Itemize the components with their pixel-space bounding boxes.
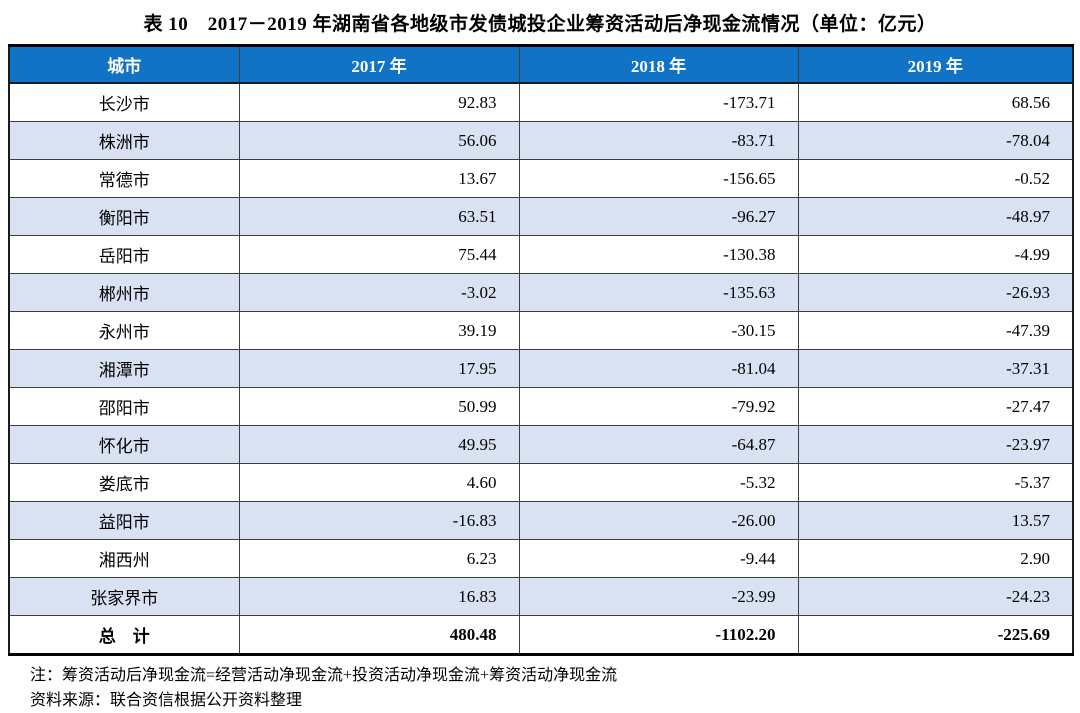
value-cell-2017: 92.83 — [238, 82, 520, 122]
city-cell: 张家界市 — [8, 577, 240, 616]
city-cell: 长沙市 — [8, 82, 240, 122]
value-cell-2017: 75.44 — [238, 235, 520, 274]
value-cell-2018: -64.87 — [518, 425, 799, 464]
table-row: 常德市 13.67 -156.65 -0.52 — [8, 159, 1074, 198]
cashflow-table: 城市 2017 年 2018 年 2019 年 长沙市 92.83 -173.71 6… — [8, 44, 1074, 656]
value-cell-2019: -23.97 — [797, 425, 1074, 464]
value-cell-2017: 63.51 — [238, 197, 520, 236]
value-cell-2017: 49.95 — [238, 425, 520, 464]
city-cell: 娄底市 — [8, 463, 240, 502]
value-cell-2018: -26.00 — [518, 501, 799, 540]
value-cell-2018: -130.38 — [518, 235, 799, 274]
value-cell-2018: -83.71 — [518, 121, 799, 160]
table-row: 邵阳市 50.99 -79.92 -27.47 — [8, 387, 1074, 426]
total-value-2018: -1102.20 — [518, 615, 799, 655]
table-row: 湘潭市 17.95 -81.04 -37.31 — [8, 349, 1074, 388]
city-cell: 郴州市 — [8, 273, 240, 312]
value-cell-2018: -79.92 — [518, 387, 799, 426]
value-cell-2019: -37.31 — [797, 349, 1074, 388]
table-row: 株洲市 56.06 -83.71 -78.04 — [8, 121, 1074, 160]
city-cell: 益阳市 — [8, 501, 240, 540]
value-cell-2018: -23.99 — [518, 577, 799, 616]
city-cell: 衡阳市 — [8, 197, 240, 236]
col-header-2018: 2018 年 — [518, 45, 799, 84]
source-line: 资料来源：联合资信根据公开资料整理 — [30, 692, 303, 709]
value-cell-2017: 39.19 — [238, 311, 520, 350]
table-row: 郴州市 -3.02 -135.63 -26.93 — [8, 273, 1074, 312]
col-header-city: 城市 — [8, 45, 240, 84]
value-cell-2018: -30.15 — [518, 311, 799, 350]
value-cell-2017: 17.95 — [238, 349, 520, 388]
city-cell: 常德市 — [8, 159, 240, 198]
city-cell: 邵阳市 — [8, 387, 240, 426]
value-cell-2019: 68.56 — [797, 82, 1074, 122]
value-cell-2018: -9.44 — [518, 539, 799, 578]
value-cell-2017: 4.60 — [238, 463, 520, 502]
value-cell-2018: -96.27 — [518, 197, 799, 236]
table-row: 娄底市 4.60 -5.32 -5.37 — [8, 463, 1074, 502]
table-row: 益阳市 -16.83 -26.00 13.57 — [8, 501, 1074, 540]
value-cell-2019: -27.47 — [797, 387, 1074, 426]
value-cell-2017: 16.83 — [238, 577, 520, 616]
value-cell-2019: -78.04 — [797, 121, 1074, 160]
value-cell-2017: 56.06 — [238, 121, 520, 160]
total-value-2017: 480.48 — [238, 615, 520, 655]
value-cell-2018: -173.71 — [518, 82, 799, 122]
city-cell: 株洲市 — [8, 121, 240, 160]
value-cell-2018: -135.63 — [518, 273, 799, 312]
page-title: 表 10 2017－2019 年湖南省各地级市发债城投企业筹资活动后净现金流情况… — [143, 14, 937, 35]
table-row: 衡阳市 63.51 -96.27 -48.97 — [8, 197, 1074, 236]
city-cell: 永州市 — [8, 311, 240, 350]
value-cell-2019: -26.93 — [797, 273, 1074, 312]
value-cell-2019: 13.57 — [797, 501, 1074, 540]
total-value-2019: -225.69 — [797, 615, 1074, 655]
value-cell-2017: 13.67 — [238, 159, 520, 198]
table-row: 长沙市 92.83 -173.71 68.56 — [8, 82, 1074, 122]
col-header-2017: 2017 年 — [238, 45, 520, 84]
city-cell: 怀化市 — [8, 425, 240, 464]
table-row: 湘西州 6.23 -9.44 2.90 — [8, 539, 1074, 578]
value-cell-2019: -24.23 — [797, 577, 1074, 616]
value-cell-2019: -48.97 — [797, 197, 1074, 236]
total-label: 总 计 — [8, 615, 240, 655]
value-cell-2018: -5.32 — [518, 463, 799, 502]
table-notes: 注：筹资活动后净现金流=经营活动净现金流+投资活动净现金流+筹资活动净现金流 资… — [30, 663, 1080, 713]
value-cell-2019: -5.37 — [797, 463, 1074, 502]
table-row: 永州市 39.19 -30.15 -47.39 — [8, 311, 1074, 350]
value-cell-2019: -4.99 — [797, 235, 1074, 274]
value-cell-2019: 2.90 — [797, 539, 1074, 578]
total-row: 总 计 480.48 -1102.20 -225.69 — [8, 615, 1074, 655]
value-cell-2019: -47.39 — [797, 311, 1074, 350]
header-row: 城市 2017 年 2018 年 2019 年 — [8, 45, 1074, 84]
table-row: 张家界市 16.83 -23.99 -24.23 — [8, 577, 1074, 616]
value-cell-2017: -3.02 — [238, 273, 520, 312]
col-header-2019: 2019 年 — [797, 45, 1074, 84]
value-cell-2018: -156.65 — [518, 159, 799, 198]
value-cell-2017: -16.83 — [238, 501, 520, 540]
value-cell-2017: 50.99 — [238, 387, 520, 426]
table-row: 岳阳市 75.44 -130.38 -4.99 — [8, 235, 1074, 274]
table-row: 怀化市 49.95 -64.87 -23.97 — [8, 425, 1074, 464]
city-cell: 湘西州 — [8, 539, 240, 578]
value-cell-2018: -81.04 — [518, 349, 799, 388]
value-cell-2019: -0.52 — [797, 159, 1074, 198]
note-line: 注：筹资活动后净现金流=经营活动净现金流+投资活动净现金流+筹资活动净现金流 — [30, 667, 618, 684]
city-cell: 岳阳市 — [8, 235, 240, 274]
city-cell: 湘潭市 — [8, 349, 240, 388]
value-cell-2017: 6.23 — [238, 539, 520, 578]
